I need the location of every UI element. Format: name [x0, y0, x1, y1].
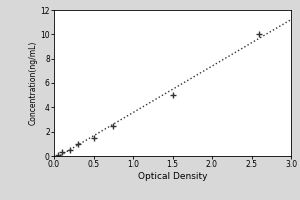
- Y-axis label: Concentration(ng/mL): Concentration(ng/mL): [28, 41, 38, 125]
- X-axis label: Optical Density: Optical Density: [138, 172, 207, 181]
